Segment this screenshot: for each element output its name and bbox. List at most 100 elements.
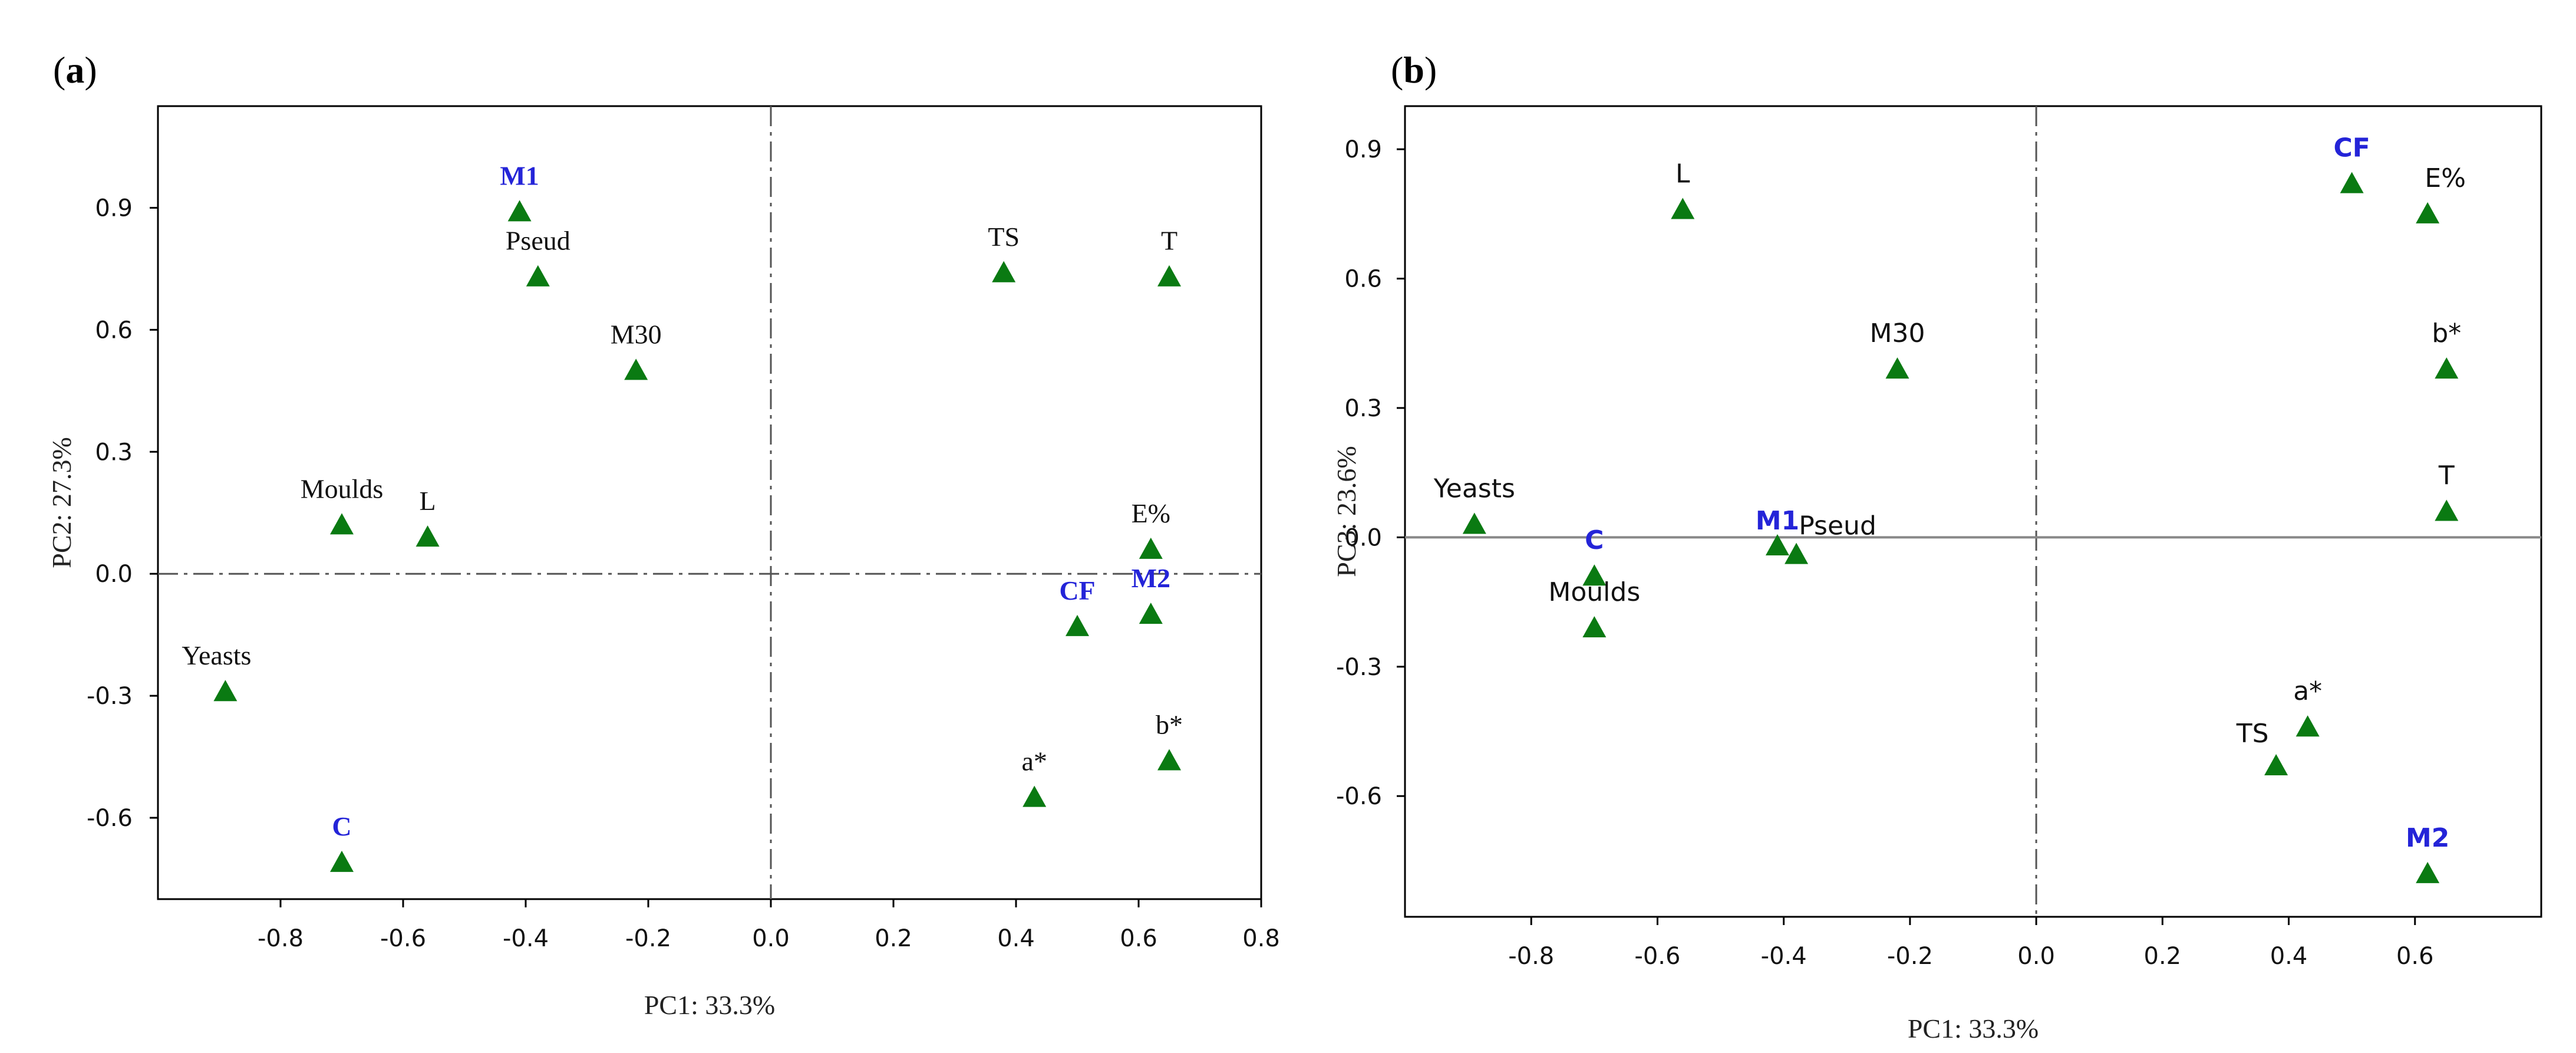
y-tick-label-a: 0.3 bbox=[95, 439, 133, 466]
point-label-epct-b: E% bbox=[2425, 163, 2466, 193]
point-label-cf-b: CF bbox=[2333, 133, 2370, 163]
marker-bstar-b bbox=[2435, 357, 2459, 379]
marker-c-b bbox=[1582, 564, 1607, 586]
point-label-ts-b: TS bbox=[2236, 719, 2269, 749]
point-label-l-b: L bbox=[1675, 159, 1690, 189]
panel-label-letter: b bbox=[1403, 49, 1424, 91]
point-label-cf-a: CF bbox=[1059, 575, 1095, 606]
marker-ts-a bbox=[992, 261, 1016, 282]
marker-pseud-b bbox=[1785, 542, 1809, 564]
point-label-t-a: T bbox=[1161, 226, 1177, 256]
y-tick-label-a: -0.6 bbox=[87, 805, 133, 832]
x-axis-title-b: PC1: 33.3% bbox=[1908, 1013, 2039, 1044]
marker-yeasts-a bbox=[213, 680, 238, 702]
marker-m2-b bbox=[2416, 861, 2440, 883]
y-axis-title-a: PC2: 27.3% bbox=[47, 437, 77, 568]
point-label-m1-b: M1 bbox=[1756, 506, 1799, 536]
marker-epct-b bbox=[2416, 202, 2440, 223]
point-label-m30-a: M30 bbox=[611, 319, 662, 349]
y-tick-label-a: 0.9 bbox=[95, 195, 133, 222]
point-label-yeasts-a: Yeasts bbox=[182, 640, 251, 670]
x-tick-label-a: -0.4 bbox=[503, 925, 549, 952]
y-tick-label-a: 0.0 bbox=[95, 561, 133, 588]
y-axis-title-b: PC3: 23.6% bbox=[1331, 446, 1361, 577]
marker-t-b bbox=[2435, 499, 2459, 521]
panel-label-close-paren: ) bbox=[84, 49, 97, 91]
marker-m2-a bbox=[1139, 603, 1163, 624]
x-tick-label-a: -0.8 bbox=[258, 925, 304, 952]
x-tick-label-a: -0.6 bbox=[380, 925, 426, 952]
panel-label-close-paren: ) bbox=[1424, 49, 1437, 91]
x-tick-label-b: -0.2 bbox=[1887, 943, 1933, 970]
point-label-m1-a: M1 bbox=[500, 160, 539, 190]
y-tick-label-b: 0.0 bbox=[1344, 524, 1382, 551]
x-tick-label-b: 0.6 bbox=[2396, 943, 2434, 970]
marker-astar-b bbox=[2295, 715, 2320, 737]
point-label-m2-a: M2 bbox=[1132, 563, 1170, 593]
marker-m1-a bbox=[507, 200, 532, 222]
y-tick-label-a: -0.3 bbox=[87, 683, 133, 710]
y-tick-label-b: 0.6 bbox=[1344, 266, 1382, 293]
marker-cf-a bbox=[1066, 614, 1089, 636]
point-label-bstar-b: b* bbox=[2432, 318, 2461, 348]
panel-label-letter: a bbox=[65, 49, 84, 91]
x-tick-label-b: -0.8 bbox=[1508, 943, 1554, 970]
point-label-c-b: C bbox=[1585, 525, 1604, 555]
point-label-pseud-a: Pseud bbox=[506, 226, 570, 256]
y-tick-label-b: -0.6 bbox=[1336, 783, 1382, 810]
panel-label-open-paren: ( bbox=[1391, 49, 1403, 91]
point-label-astar-a: a* bbox=[1021, 746, 1047, 776]
x-tick-label-b: 0.4 bbox=[2270, 943, 2308, 970]
panel-a: (a) -0.8 -0.6 -0.4 -0.2 0.0 0.2 0.4 0.6 0.8 -0.6 -0… bbox=[47, 49, 1280, 1020]
x-tick-label-b: -0.4 bbox=[1761, 943, 1807, 970]
point-label-epct-a: E% bbox=[1132, 498, 1170, 528]
y-tick-label-b: -0.3 bbox=[1336, 654, 1382, 681]
marker-pseud-a bbox=[526, 265, 550, 287]
x-tick-label-b: -0.6 bbox=[1634, 943, 1680, 970]
x-tick-label-b: 0.2 bbox=[2144, 943, 2182, 970]
point-label-l-a: L bbox=[420, 486, 436, 516]
y-tick-label-b: 0.9 bbox=[1344, 136, 1382, 163]
y-tick-label-a: 0.6 bbox=[95, 317, 133, 344]
x-axis-title-a: PC1: 33.3% bbox=[644, 990, 775, 1020]
point-label-bstar-a: b* bbox=[1156, 709, 1183, 739]
x-tick-label-b: 0.0 bbox=[2017, 943, 2055, 970]
marker-yeasts-b bbox=[1462, 512, 1486, 534]
panel-label-b: (b) bbox=[1391, 49, 1437, 91]
marker-t-a bbox=[1157, 265, 1181, 287]
marker-moulds-b bbox=[1582, 616, 1607, 637]
point-label-m2-b: M2 bbox=[2406, 823, 2449, 853]
panel-b: (b) -0.8 -0.6 -0.4 -0.2 0.0 0.2 0.4 0.6 -0.6 -0.3 0… bbox=[1331, 49, 2542, 1044]
panel-label-a: (a) bbox=[53, 49, 97, 91]
point-label-yeasts-b: Yeasts bbox=[1433, 473, 1515, 504]
x-tick-label-a: 0.6 bbox=[1120, 925, 1157, 952]
point-label-moulds-b: Moulds bbox=[1548, 577, 1640, 607]
marker-bstar-a bbox=[1157, 749, 1181, 771]
point-label-m30-b: M30 bbox=[1869, 318, 1925, 348]
x-tick-label-a: 0.8 bbox=[1242, 925, 1280, 952]
marker-astar-a bbox=[1023, 785, 1047, 807]
marker-ts-b bbox=[2264, 754, 2288, 776]
marker-moulds-a bbox=[330, 513, 354, 535]
point-label-astar-b: a* bbox=[2293, 676, 2322, 706]
plot-frame-a bbox=[157, 105, 1262, 900]
marker-l-a bbox=[415, 525, 440, 547]
plot-frame-b bbox=[1404, 105, 2542, 918]
panel-label-open-paren: ( bbox=[53, 49, 65, 91]
x-tick-label-a: -0.2 bbox=[625, 925, 671, 952]
x-tick-label-a: 0.0 bbox=[752, 925, 790, 952]
point-label-ts-a: TS bbox=[988, 222, 1020, 252]
y-tick-label-b: 0.3 bbox=[1344, 395, 1382, 422]
point-label-c-a: C bbox=[332, 811, 351, 841]
x-tick-label-a: 0.4 bbox=[997, 925, 1035, 952]
point-label-moulds-a: Moulds bbox=[301, 473, 384, 504]
marker-l-b bbox=[1671, 198, 1695, 219]
marker-c-a bbox=[330, 850, 354, 872]
point-label-pseud-b: Pseud bbox=[1799, 511, 1876, 541]
point-label-t-b: T bbox=[2438, 461, 2455, 491]
marker-epct-a bbox=[1139, 537, 1163, 559]
marker-cf-b bbox=[2340, 172, 2364, 193]
marker-m30-b bbox=[1885, 357, 1909, 379]
